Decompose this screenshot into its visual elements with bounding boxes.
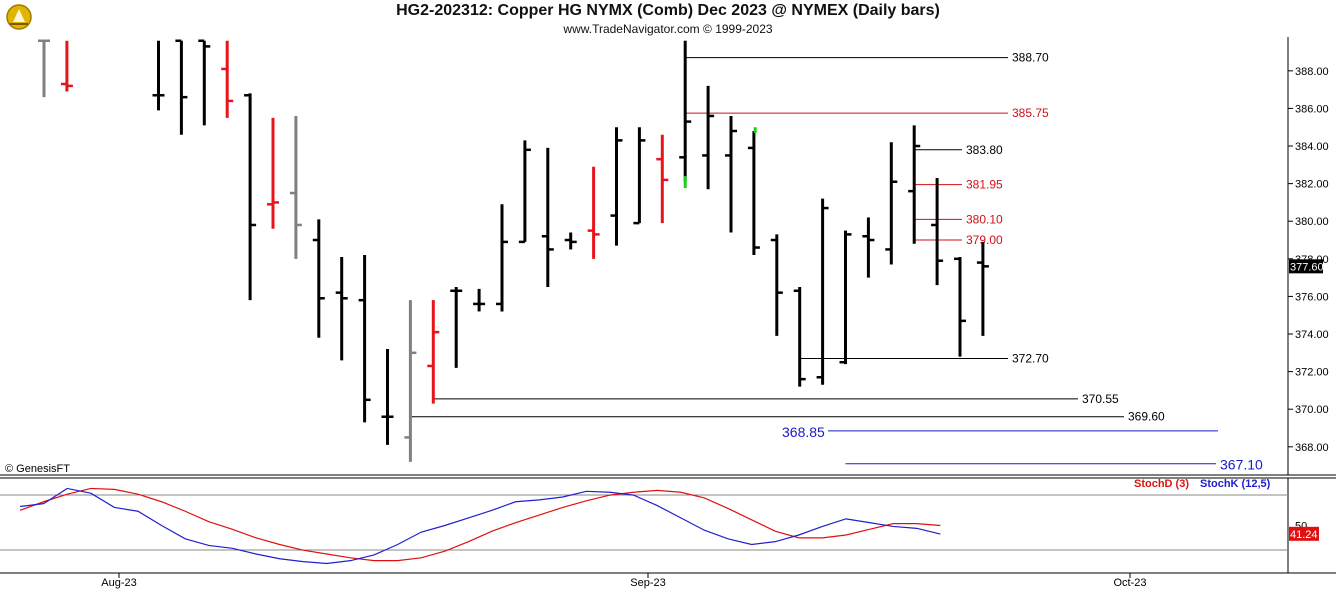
level-label: 369.60 bbox=[1128, 410, 1165, 424]
level-label: 388.70 bbox=[1012, 51, 1049, 65]
price-y-axis: 388.00386.00384.00382.00380.00378.00376.… bbox=[1288, 66, 1329, 454]
y-tick-label: 382.00 bbox=[1295, 179, 1329, 191]
chart-title: HG2-202312: Copper HG NYMX (Comb) Dec 20… bbox=[396, 2, 940, 19]
level-label: 383.80 bbox=[966, 143, 1003, 157]
price-levels: 388.70 385.75 383.80 381.95 380.10 379.00 372.… bbox=[410, 51, 1263, 473]
x-tick-label: Sep-23 bbox=[630, 577, 665, 589]
x-tick-label: Aug-23 bbox=[101, 577, 136, 589]
y-tick-label: 386.00 bbox=[1295, 103, 1329, 115]
chart-subtitle: www.TradeNavigator.com © 1999-2023 bbox=[563, 22, 773, 36]
level-label: 380.10 bbox=[966, 212, 1003, 226]
level-label: 385.75 bbox=[1012, 106, 1049, 120]
last-price-badge bbox=[1289, 259, 1323, 274]
y-tick-label: 368.00 bbox=[1295, 442, 1329, 454]
level-label: 368.85 bbox=[782, 424, 825, 440]
y-tick-label: 370.00 bbox=[1295, 404, 1329, 416]
y-tick-label: 372.00 bbox=[1295, 367, 1329, 379]
level-label: 381.95 bbox=[966, 178, 1003, 192]
stoch-d-line bbox=[19, 487, 941, 562]
y-tick-label: 388.00 bbox=[1295, 66, 1329, 78]
y-tick-label: 384.00 bbox=[1295, 141, 1329, 153]
level-label: 370.55 bbox=[1082, 392, 1119, 406]
last-price-label: 377.60 bbox=[1290, 261, 1324, 273]
level-label: 367.10 bbox=[1220, 457, 1263, 473]
y-tick-label: 380.00 bbox=[1295, 216, 1329, 228]
stoch-k-legend: StochK (12,5) bbox=[1200, 478, 1271, 490]
stoch-k-line bbox=[19, 487, 941, 565]
tradenavigator-logo-icon bbox=[4, 2, 34, 37]
ohlc-bars bbox=[38, 39, 989, 462]
y-tick-label: 376.00 bbox=[1295, 291, 1329, 303]
watermark-text: © GenesisFT bbox=[5, 463, 70, 475]
level-label: 379.00 bbox=[966, 233, 1003, 247]
stoch-d-legend: StochD (3) bbox=[1134, 478, 1189, 490]
stoch-last-label: 41.24 bbox=[1290, 529, 1318, 541]
level-label: 372.70 bbox=[1012, 351, 1049, 365]
y-tick-label: 374.00 bbox=[1295, 329, 1329, 341]
date-x-axis: Aug-23 Sep-23 Oct-23 bbox=[101, 573, 1147, 589]
stoch-last-badge bbox=[1289, 526, 1319, 541]
x-tick-label: Oct-23 bbox=[1113, 577, 1146, 589]
